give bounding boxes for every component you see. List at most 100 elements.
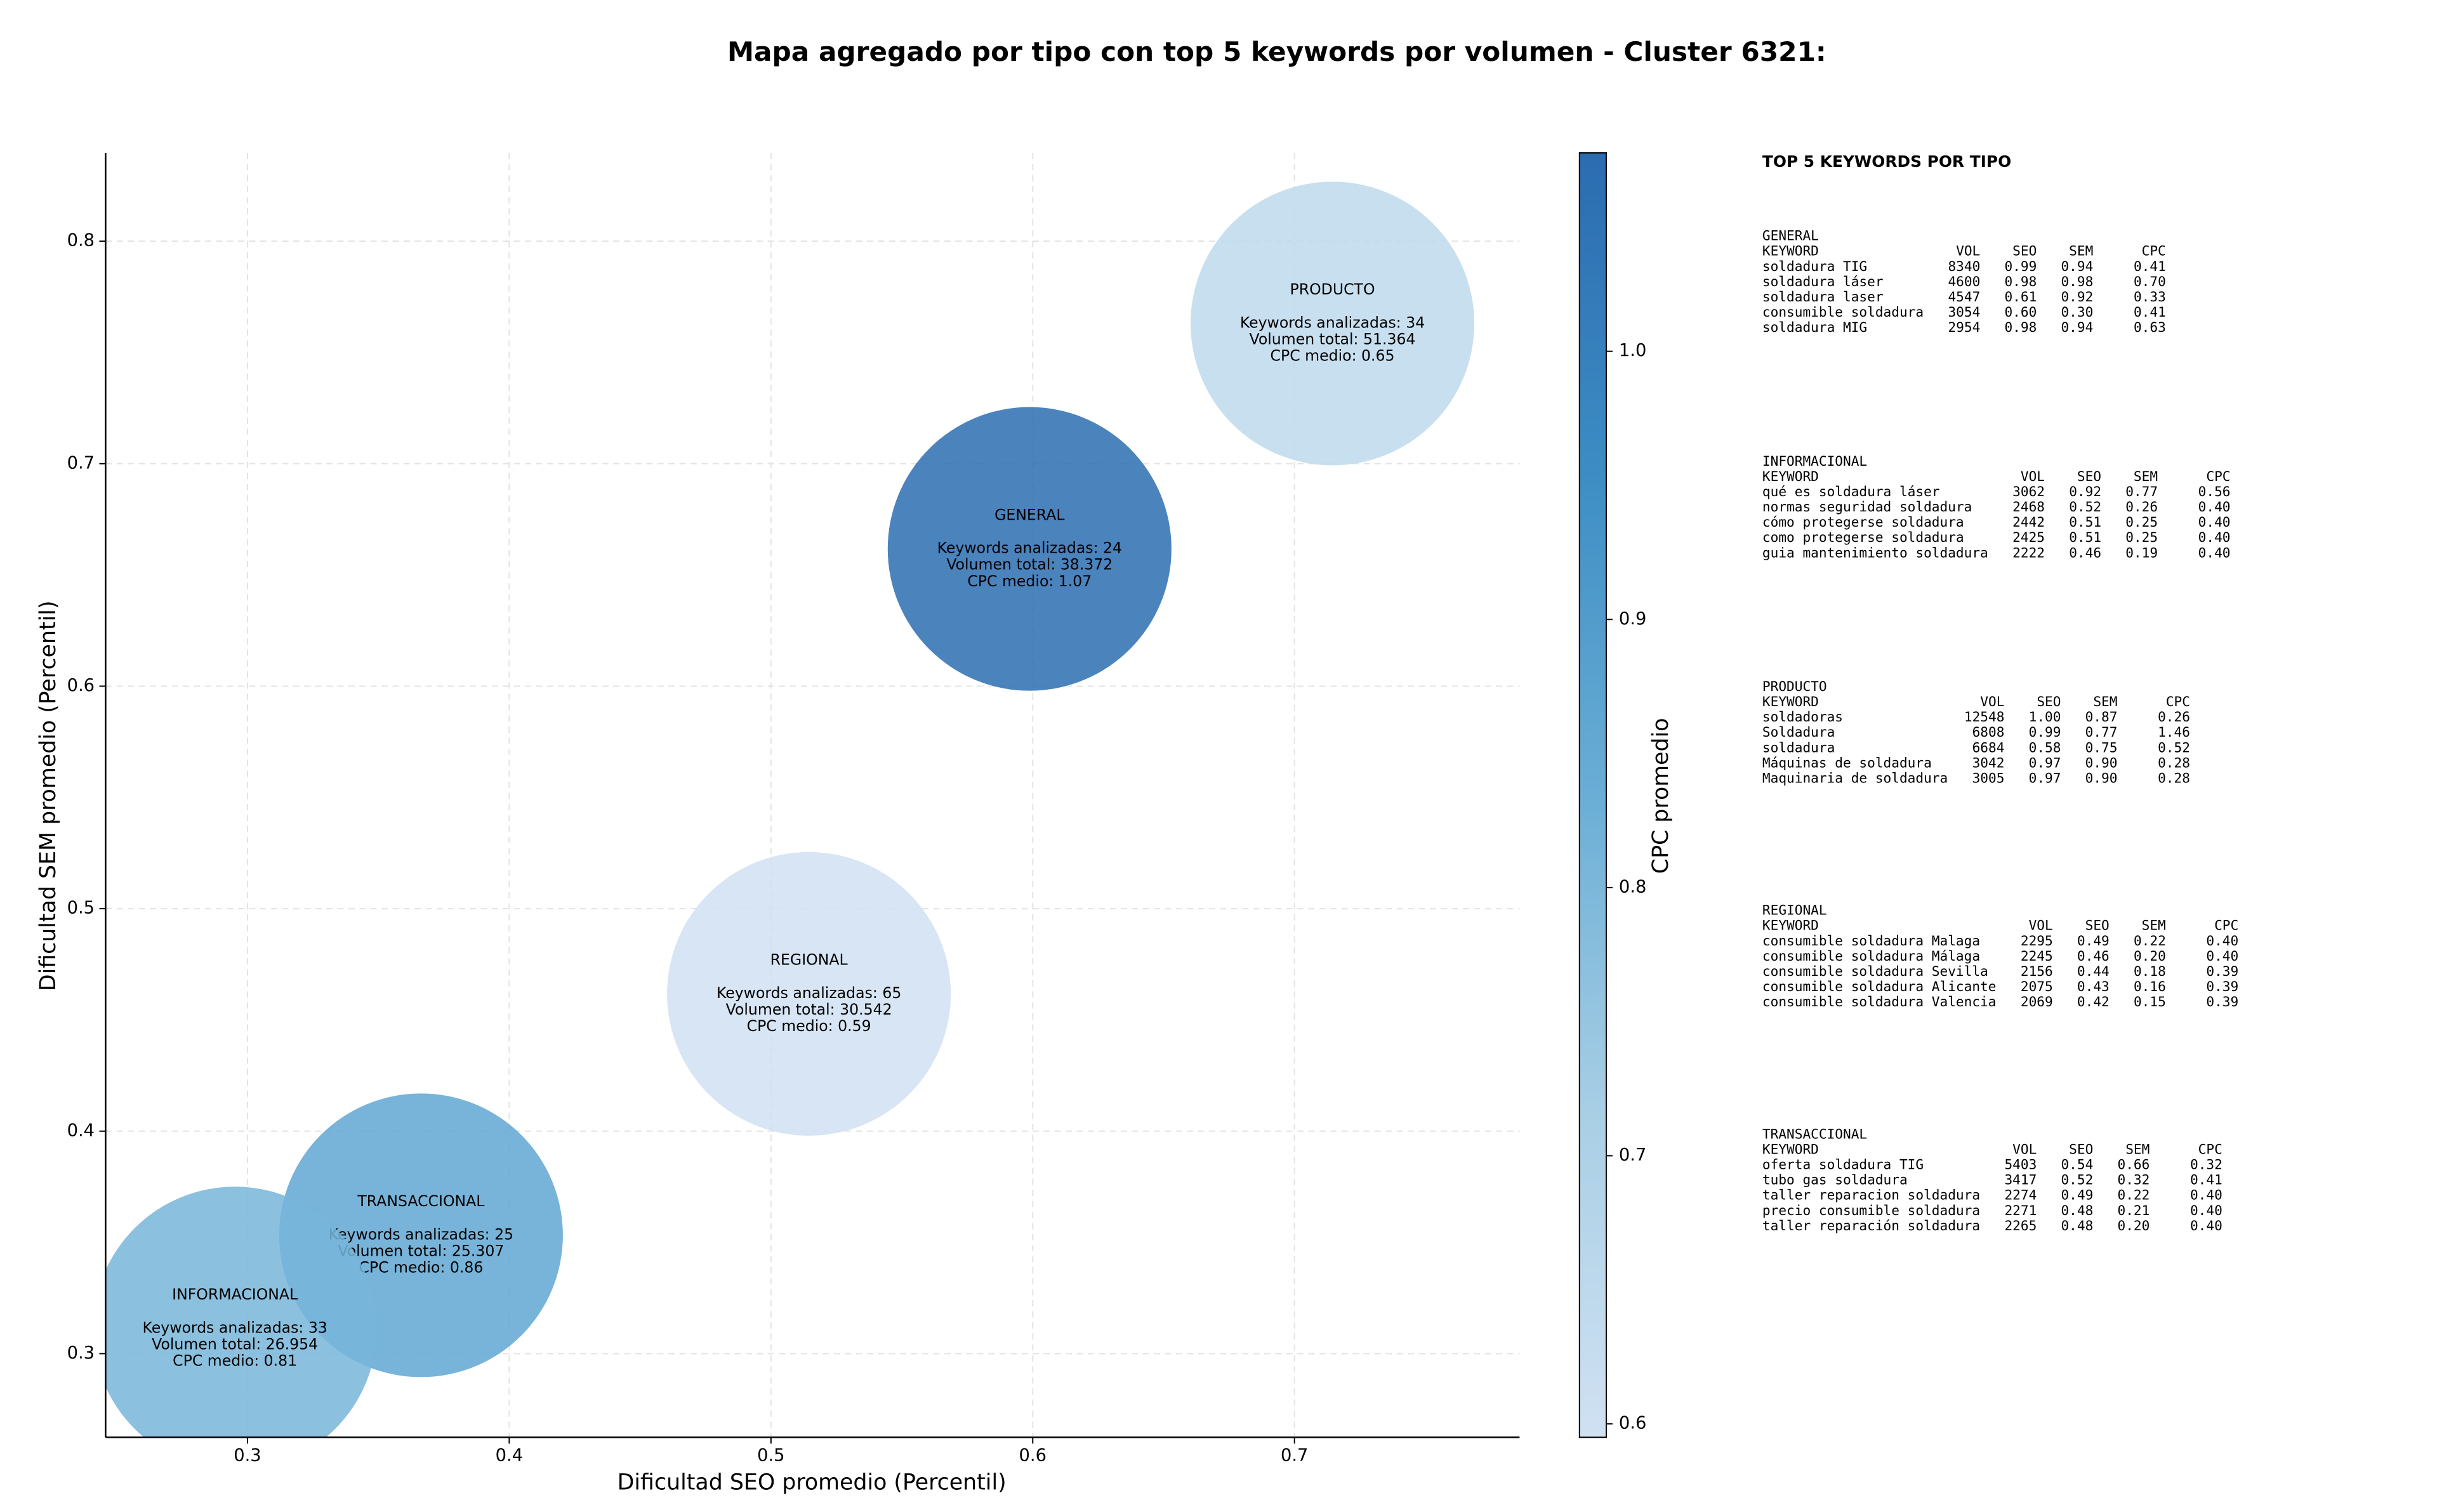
column-header: KEYWORD	[1762, 694, 1819, 709]
table-cell: 0.46	[2077, 948, 2110, 964]
table-cell: consumible soldadura Sevilla	[1762, 963, 1988, 979]
y-tick-label: 0.8	[67, 231, 95, 251]
column-header: CPC	[2214, 917, 2238, 933]
colorbar-tick-label: 1.0	[1619, 341, 1646, 360]
table-cell: 12548	[1964, 709, 2005, 725]
table-cell: 2468	[2012, 499, 2045, 515]
column-header: KEYWORD	[1762, 917, 1819, 933]
table-cell: 0.94	[2061, 258, 2093, 274]
section-name: PRODUCTO	[1762, 678, 1827, 694]
table-cell: 0.99	[2004, 258, 2037, 274]
column-header: SEO	[2012, 243, 2037, 259]
bubble-annotation: Keywords analizadas: 24	[937, 539, 1122, 557]
x-tick-label: 0.5	[757, 1446, 784, 1466]
table-cell: 0.41	[2134, 258, 2166, 274]
bubble-annotation: CPC medio: 0.81	[173, 1351, 297, 1369]
table-cell: 0.21	[2118, 1202, 2150, 1218]
table-cell: 0.51	[2069, 514, 2101, 530]
bubble-annotation: Volumen total: 38.372	[946, 556, 1113, 574]
table-cell: 0.75	[2085, 739, 2118, 755]
table-cell: 0.30	[2061, 304, 2093, 320]
table-cell: 0.92	[2061, 289, 2093, 305]
table-cell: 0.66	[2118, 1157, 2150, 1173]
table-cell: Soldadura	[1762, 724, 1835, 740]
table-cell: oferta soldadura TIG	[1762, 1157, 1924, 1173]
table-cell: 0.70	[2134, 273, 2166, 289]
table-cell: 0.40	[2198, 529, 2231, 545]
table-cell: 2069	[2021, 994, 2053, 1009]
column-header: SEM	[2125, 1141, 2150, 1157]
column-header: VOL	[1980, 694, 2004, 709]
table-cell: 0.77	[2125, 483, 2158, 499]
table-cell: 0.52	[2069, 499, 2101, 515]
column-header: CPC	[2166, 694, 2190, 709]
table-cell: 0.58	[2029, 739, 2061, 755]
column-header: CPC	[2206, 468, 2230, 484]
table-cell: Maquinaria de soldadura	[1762, 770, 1948, 786]
bubble-annotation: Volumen total: 25.307	[338, 1242, 504, 1259]
table-cell: cómo protegerse soldadura	[1762, 514, 1964, 530]
table-cell: 0.40	[2190, 1187, 2222, 1203]
table-cell: qué es soldadura láser	[1762, 483, 1940, 499]
table-cell: 2265	[2004, 1218, 2037, 1233]
table-cell: 2156	[2021, 963, 2053, 979]
table-cell: 0.63	[2134, 319, 2166, 335]
colorbar-tick-label: 0.7	[1619, 1145, 1646, 1165]
table-cell: 0.39	[2206, 963, 2238, 979]
table-cell: 0.32	[2118, 1172, 2150, 1188]
table-cell: 0.39	[2206, 978, 2238, 994]
table-cell: soldadura TIG	[1762, 258, 1867, 274]
column-header: SEM	[2142, 917, 2166, 933]
table-cell: 0.18	[2134, 963, 2166, 979]
table-cell: 0.32	[2190, 1157, 2222, 1173]
table-cell: 0.98	[2004, 273, 2037, 289]
table-cell: 0.40	[2198, 514, 2231, 530]
bubble-annotation: Keywords analizadas: 65	[717, 984, 901, 1002]
table-cell: soldadoras	[1762, 709, 1843, 725]
column-header: SEM	[2069, 243, 2093, 259]
table-cell: 0.26	[2125, 499, 2158, 515]
x-tick-label: 0.3	[234, 1446, 261, 1466]
table-cell: 0.42	[2077, 994, 2110, 1009]
table-cell: 2075	[2021, 978, 2053, 994]
table-cell: 0.44	[2077, 963, 2110, 979]
table-cell: 0.99	[2029, 724, 2061, 740]
colorbar-label: CPC promedio	[1648, 718, 1674, 874]
section-name: GENERAL	[1762, 228, 1819, 244]
bubble-annotation: CPC medio: 1.07	[967, 572, 1092, 590]
bubble-annotation: CPC medio: 0.59	[747, 1017, 871, 1035]
table-cell: 0.49	[2077, 933, 2110, 949]
table-cell: 6684	[1972, 739, 2005, 755]
bubble-name: PRODUCTO	[1290, 280, 1375, 298]
column-header: KEYWORD	[1762, 1141, 1819, 1157]
foreground: 0.3 0.4 0.5 0.6 0.70.30.40.50.60.70.80.60.70…	[67, 152, 2238, 1466]
table-cell: 2222	[2012, 544, 2045, 560]
table-cell: taller reparacion soldadura	[1762, 1187, 1980, 1203]
y-tick-label: 0.5	[67, 898, 95, 918]
table-cell: 0.41	[2190, 1172, 2222, 1188]
table-cell: Máquinas de soldadura	[1762, 754, 1932, 770]
table-cell: consumible soldadura Málaga	[1762, 948, 1980, 964]
column-header: VOL	[2021, 468, 2045, 484]
y-tick-label: 0.4	[67, 1121, 95, 1140]
bubble	[105, 1187, 377, 1438]
table-cell: 0.56	[2198, 483, 2231, 499]
bubble-name: GENERAL	[994, 506, 1065, 523]
x-tick-label: 0.4	[496, 1446, 523, 1466]
table-cell: 1.46	[2158, 724, 2190, 740]
table-cell: 0.41	[2134, 304, 2166, 320]
table-cell: 0.28	[2158, 754, 2190, 770]
table-cell: soldadura	[1762, 739, 1835, 755]
table-cell: soldadura láser	[1762, 273, 1884, 289]
column-header: VOL	[1956, 243, 1980, 259]
table-cell: normas seguridad soldadura	[1762, 499, 1972, 515]
column-header: SEO	[2069, 1141, 2093, 1157]
table-cell: consumible soldadura Alicante	[1762, 978, 1997, 994]
table-cell: 2425	[2012, 529, 2045, 545]
table-cell: 0.19	[2125, 544, 2158, 560]
column-header: CPC	[2198, 1141, 2222, 1157]
table-cell: 0.90	[2085, 754, 2118, 770]
table-cell: consumible soldadura	[1762, 304, 1924, 320]
column-header: SEO	[2077, 468, 2101, 484]
